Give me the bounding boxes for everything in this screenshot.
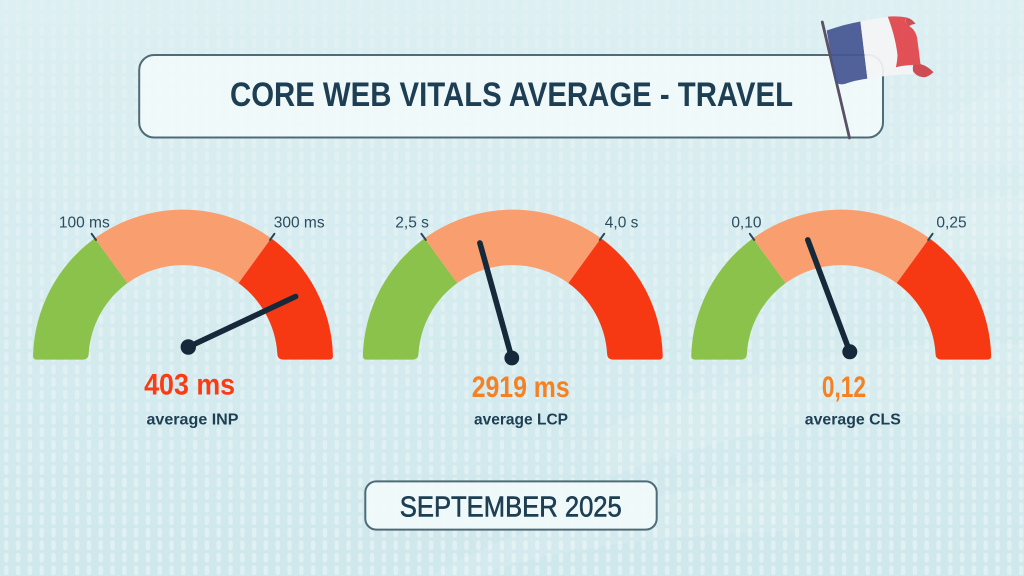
svg-text:100 ms: 100 ms — [59, 215, 110, 232]
svg-text:300 ms: 300 ms — [274, 215, 325, 232]
svg-text:CORE WEB VITALS AVERAGE - TRAV: CORE WEB VITALS AVERAGE - TRAVEL — [230, 76, 793, 114]
svg-text:average LCP: average LCP — [474, 412, 568, 429]
svg-text:SEPTEMBER 2025: SEPTEMBER 2025 — [400, 492, 622, 524]
svg-text:2,5 s: 2,5 s — [395, 215, 429, 232]
svg-text:0,12: 0,12 — [822, 371, 866, 404]
svg-text:2919 ms: 2919 ms — [472, 371, 570, 404]
svg-text:0,25: 0,25 — [936, 215, 966, 232]
svg-text:0,10: 0,10 — [731, 215, 762, 232]
svg-text:403 ms: 403 ms — [144, 369, 235, 402]
svg-text:average CLS: average CLS — [805, 412, 901, 429]
svg-text:average INP: average INP — [147, 412, 239, 429]
svg-text:4,0 s: 4,0 s — [605, 215, 639, 232]
